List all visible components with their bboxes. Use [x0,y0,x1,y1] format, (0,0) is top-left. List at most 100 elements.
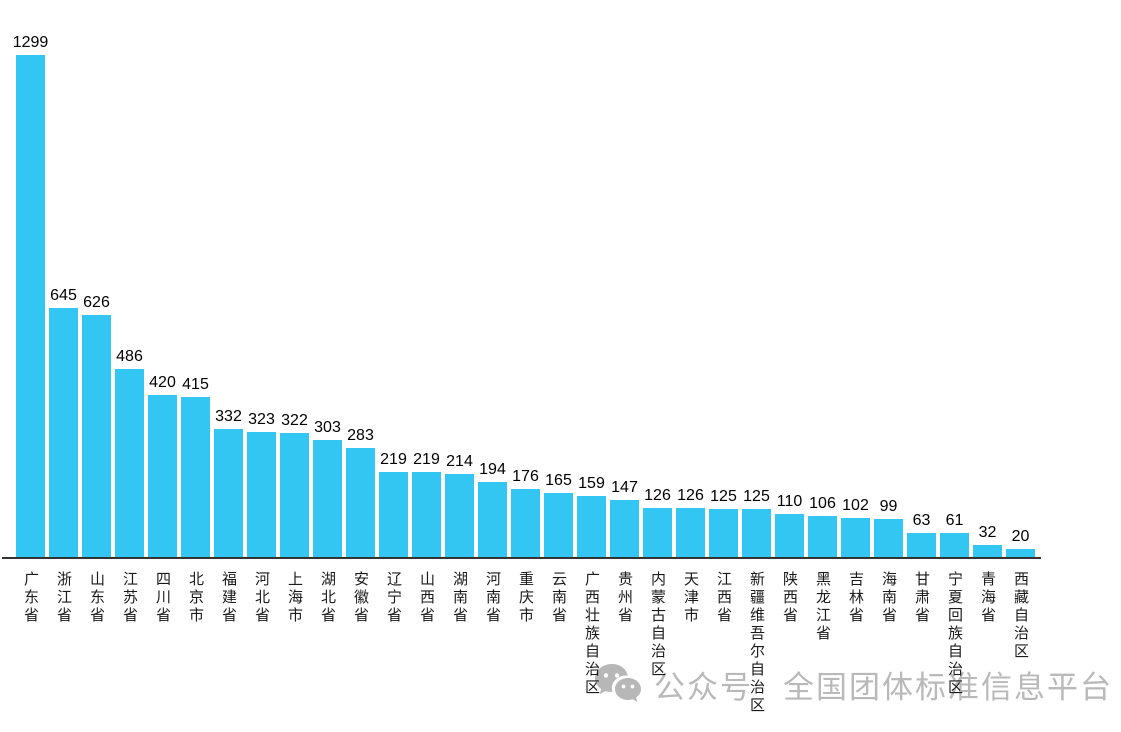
bar-value-label: 125 [710,488,737,505]
x-tick-label: 北京市 [187,571,204,625]
x-tick-label: 山西省 [418,571,435,625]
x-tick: 四川省 [148,571,177,625]
bar-column: 219 [379,450,408,557]
wechat-icon [592,658,644,710]
x-tick: 江西省 [709,571,738,625]
x-tick: 贵州省 [610,571,639,625]
x-tick: 吉林省 [841,571,870,625]
x-tick: 山西省 [412,571,441,625]
bar-value-label: 165 [545,472,572,489]
bar [1006,549,1035,557]
x-tick-label: 广东省 [22,571,39,625]
bar-column: 420 [148,373,177,557]
bar [346,448,375,557]
bar [610,500,639,557]
bar-column: 645 [49,286,78,557]
bar-value-label: 106 [809,495,836,512]
bar-value-label: 415 [182,376,209,393]
bar-column: 110 [775,492,804,557]
bar-column: 1299 [13,33,48,557]
x-tick: 青海省 [973,571,1002,625]
bar-column: 99 [874,497,903,557]
bar-value-label: 147 [611,479,638,496]
x-tick-label: 四川省 [154,571,171,625]
x-tick-label: 天津市 [682,571,699,625]
x-tick-label: 海南省 [880,571,897,625]
bar-column: 219 [412,450,441,557]
bar-column: 323 [247,410,276,557]
x-tick-label: 重庆市 [517,571,534,625]
x-tick-label: 西藏自治区 [1012,571,1029,661]
bar [82,315,111,557]
bar-value-label: 323 [248,411,275,428]
x-tick: 广西壮族自治区 [577,571,606,697]
bar-value-label: 99 [879,498,898,515]
bar [907,533,936,557]
x-tick: 浙江省 [49,571,78,625]
bar [280,433,309,557]
bar-value-label: 1299 [12,34,49,51]
bar-value-label: 214 [446,453,473,470]
bar-value-label: 322 [281,412,308,429]
x-tick-label: 湖北省 [319,571,336,625]
bar [181,397,210,557]
x-tick-label: 新疆维吾尔自治区 [748,571,765,715]
bar-column: 102 [841,496,870,557]
x-tick-label: 上海市 [286,571,303,625]
bar-value-label: 283 [347,427,374,444]
x-tick: 新疆维吾尔自治区 [742,571,771,715]
bar [676,508,705,557]
x-tick-label: 福建省 [220,571,237,625]
x-tick: 江苏省 [115,571,144,625]
x-tick-label: 安徽省 [352,571,369,625]
x-tick: 安徽省 [346,571,375,625]
x-tick-label: 青海省 [979,571,996,625]
bar-value-label: 219 [380,451,407,468]
watermark-prefix: 公众号 [654,669,753,705]
x-tick: 陕西省 [775,571,804,625]
x-tick-label: 贵州省 [616,571,633,625]
bar-column: 415 [181,375,210,557]
x-tick-label: 河北省 [253,571,270,625]
bar-column: 303 [313,418,342,557]
x-tick: 广东省 [16,571,45,625]
x-tick: 西藏自治区 [1006,571,1035,661]
bar [940,533,969,557]
bar-value-label: 219 [413,451,440,468]
bar-value-label: 20 [1011,528,1030,545]
bar-value-label: 645 [50,287,77,304]
x-tick-label: 吉林省 [847,571,864,625]
bar [643,508,672,557]
x-tick: 天津市 [676,571,705,625]
x-tick-label: 宁夏回族自治区 [946,571,963,697]
bar [379,472,408,557]
bar-value-label: 303 [314,419,341,436]
x-tick-label: 湖南省 [451,571,468,625]
bar-column: 283 [346,426,375,557]
bar-value-label: 63 [912,512,931,529]
bar-column: 125 [709,487,738,557]
bar-column: 106 [808,494,837,557]
bar-value-label: 61 [945,512,964,529]
x-tick: 内蒙古自治区 [643,571,672,679]
bar-value-label: 332 [215,408,242,425]
x-tick: 湖南省 [445,571,474,625]
x-tick: 甘肃省 [907,571,936,625]
x-tick: 山东省 [82,571,111,625]
x-tick-label: 甘肃省 [913,571,930,625]
bar-value-label: 32 [978,524,997,541]
bar [16,55,45,557]
bar-value-label: 126 [644,487,671,504]
bar-column: 147 [610,478,639,557]
x-tick-label: 黑龙江省 [814,571,831,643]
x-axis-line [2,557,1041,559]
bar-column: 486 [115,347,144,557]
bar [544,493,573,557]
bar [775,514,804,557]
x-tick-label: 辽宁省 [385,571,402,625]
bar-column: 126 [643,486,672,557]
x-tick-label: 陕西省 [781,571,798,625]
bar-value-label: 626 [83,294,110,311]
bar [874,519,903,557]
